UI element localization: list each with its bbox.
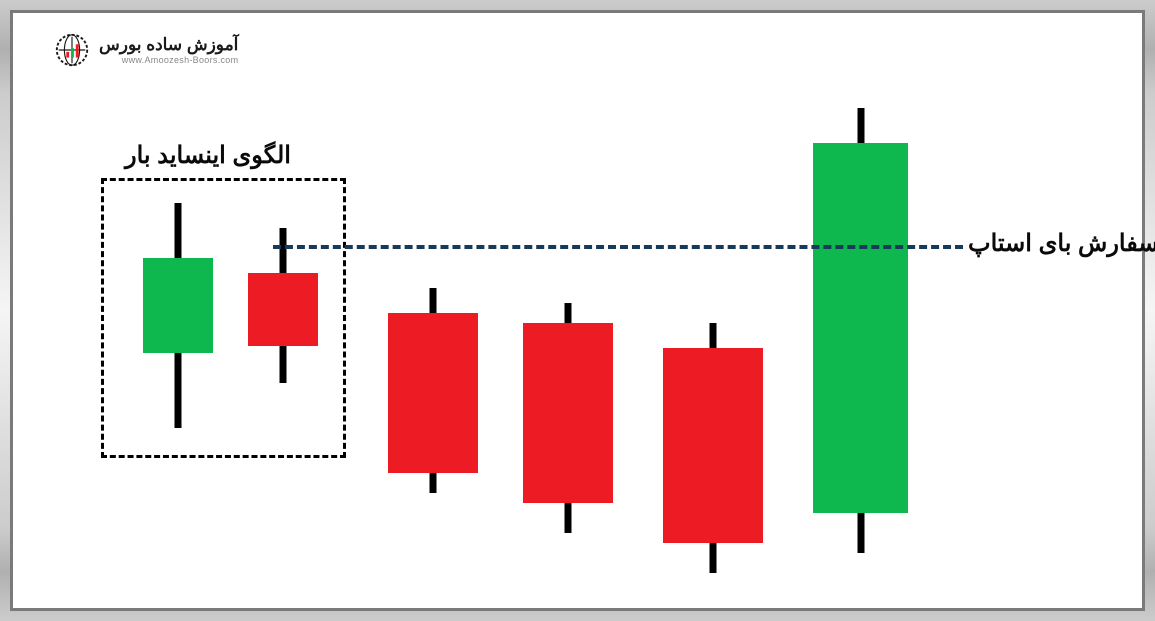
chart-area: آموزش ساده بورس www.Amoozesh-Boors.com ا… — [13, 13, 1142, 608]
candle-2 — [388, 13, 478, 608]
candle-4 — [663, 13, 763, 608]
globe-chart-icon — [53, 31, 91, 69]
buy-stop-label: سفارش بای استاپ — [968, 229, 1155, 258]
candle-body — [388, 313, 478, 473]
candle-5 — [813, 13, 908, 608]
candle-3 — [523, 13, 613, 608]
inside-bar-label: الگوی اینساید بار — [125, 141, 291, 170]
candle-body — [523, 323, 613, 503]
inside-bar-box — [101, 178, 346, 458]
candle-body — [663, 348, 763, 543]
buy-stop-line — [273, 245, 963, 249]
candle-body — [813, 143, 908, 513]
chart-frame: آموزش ساده بورس www.Amoozesh-Boors.com ا… — [10, 10, 1145, 611]
